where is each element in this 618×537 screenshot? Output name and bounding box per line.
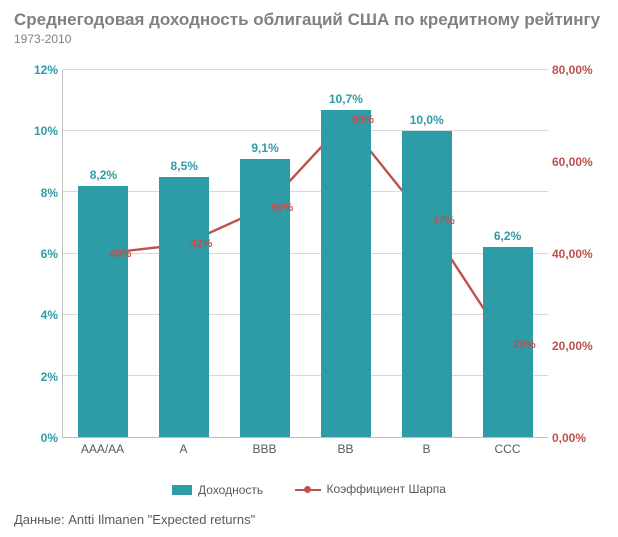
legend-swatch-bar [172, 485, 192, 495]
grid-line [63, 314, 548, 315]
y-right-tick: 60,00% [552, 156, 608, 168]
bar-value-label: 9,1% [251, 141, 278, 155]
legend-swatch-line [295, 483, 321, 495]
y-left-tick: 10% [18, 125, 58, 137]
x-category-label: BBB [252, 442, 276, 456]
y-left-tick: 8% [18, 187, 58, 199]
x-category-label: BB [337, 442, 353, 456]
x-category-label: AAA/AA [81, 442, 124, 456]
y-left-tick: 2% [18, 371, 58, 383]
x-category-label: CCC [494, 442, 520, 456]
y-right-tick: 40,00% [552, 248, 608, 260]
plot-area: 8,2%40%8,5%42%9,1%50%10,7%69%10,0%47%6,2… [62, 70, 548, 438]
y-left-tick: 0% [18, 432, 58, 444]
bar: 9,1% [240, 159, 290, 437]
bar: 8,2% [78, 186, 128, 437]
x-category-label: B [422, 442, 430, 456]
legend-label-bars: Доходность [198, 483, 263, 497]
legend-item-line: Коэффициент Шарпа [295, 482, 446, 496]
chart-subtitle: 1973-2010 [14, 32, 604, 46]
bar: 10,0% [402, 131, 452, 437]
source-text: Данные: Antti Ilmanen "Expected returns" [14, 512, 255, 527]
chart: 0%2%4%6%8%10%12% 0,00%20,00%40,00%60,00%… [14, 70, 604, 470]
y-left-tick: 4% [18, 309, 58, 321]
grid-line [63, 191, 548, 192]
line-series [63, 70, 548, 437]
line-point-label: 20% [514, 339, 536, 351]
chart-title: Среднегодовая доходность облигаций США п… [14, 10, 604, 30]
legend-item-bars: Доходность [172, 483, 263, 497]
line-point-label: 69% [352, 114, 374, 126]
bar-value-label: 6,2% [494, 229, 521, 243]
y-right-tick: 20,00% [552, 340, 608, 352]
grid-line [63, 69, 548, 70]
bar-value-label: 8,5% [171, 159, 198, 173]
bar-value-label: 8,2% [90, 168, 117, 182]
bar: 8,5% [159, 177, 209, 437]
y-right-tick: 80,00% [552, 64, 608, 76]
y-right-tick: 0,00% [552, 432, 608, 444]
legend: Доходность Коэффициент Шарпа [14, 482, 604, 498]
line-point-label: 42% [190, 238, 212, 250]
grid-line [63, 130, 548, 131]
grid-line [63, 375, 548, 376]
y-left-tick: 12% [18, 64, 58, 76]
legend-label-line: Коэффициент Шарпа [327, 482, 446, 496]
bar-value-label: 10,0% [410, 113, 444, 127]
y-left-tick: 6% [18, 248, 58, 260]
line-point-label: 47% [433, 215, 455, 227]
x-category-label: A [179, 442, 187, 456]
bar: 10,7% [321, 110, 371, 437]
line-point-label: 50% [271, 202, 293, 214]
line-point-label: 40% [109, 248, 131, 260]
bar-value-label: 10,7% [329, 92, 363, 106]
grid-line [63, 253, 548, 254]
